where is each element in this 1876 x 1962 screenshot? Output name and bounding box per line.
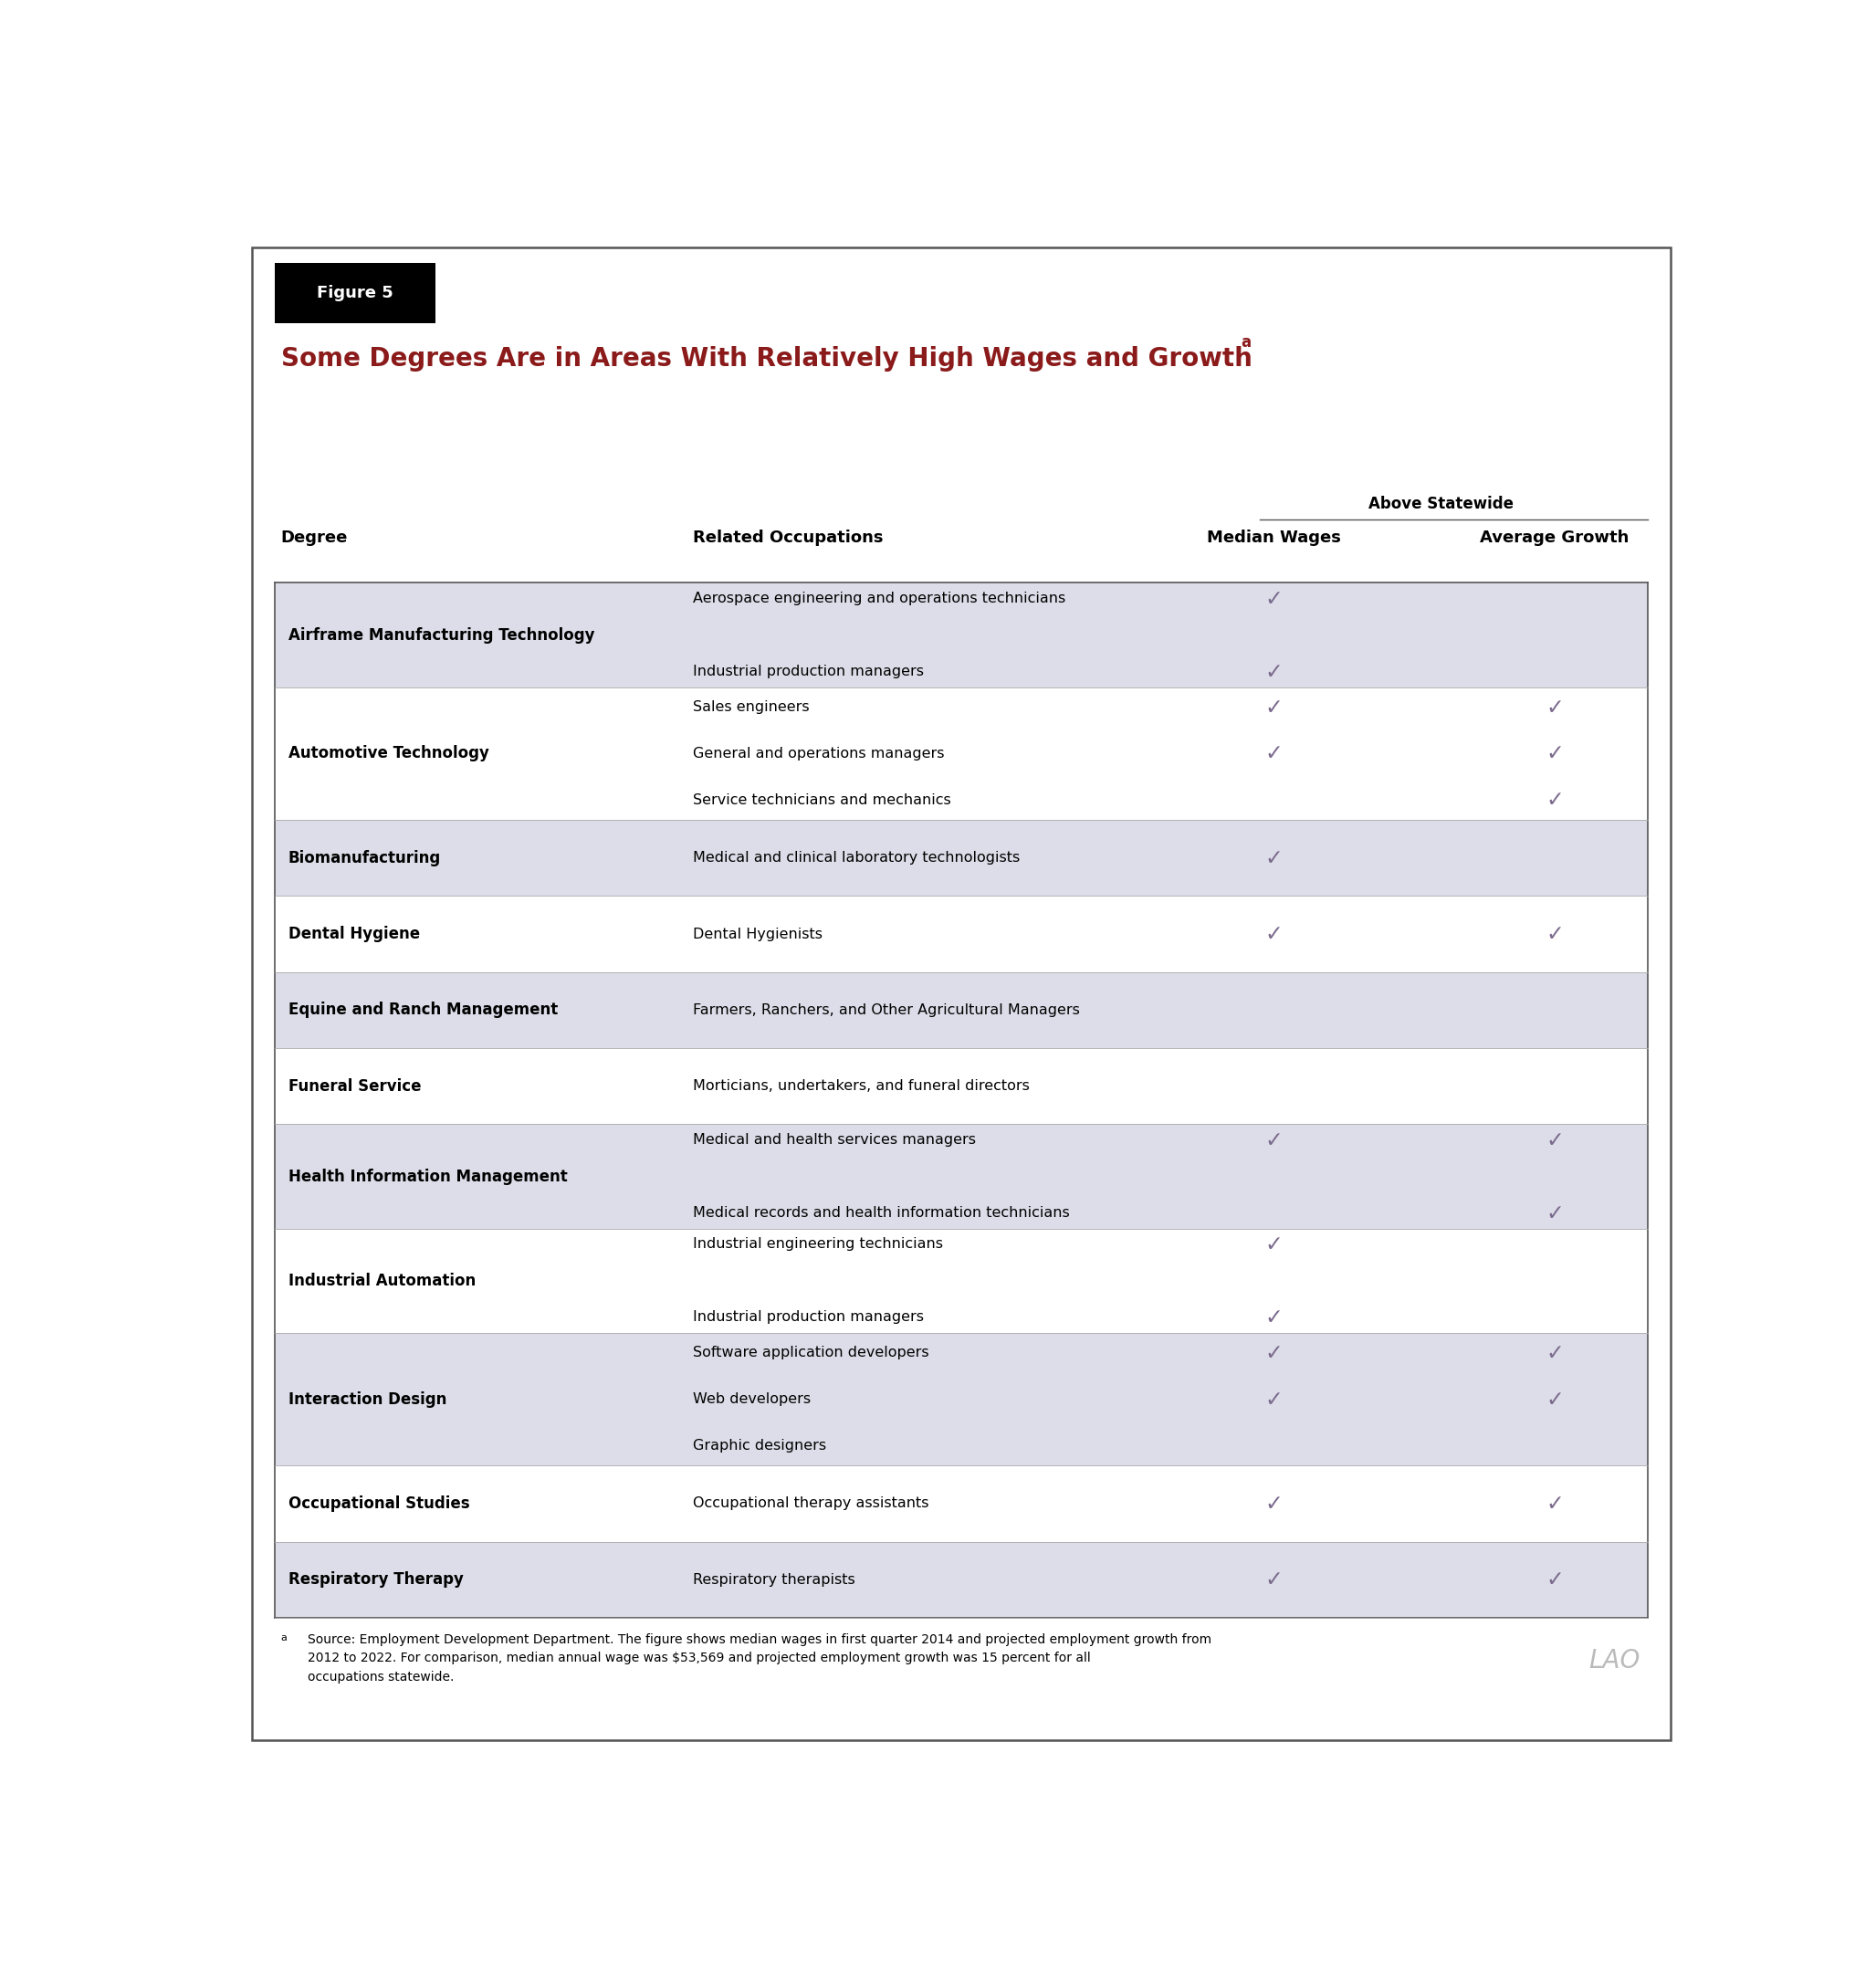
Text: ✓: ✓ — [1546, 789, 1565, 810]
Text: Farmers, Ranchers, and Other Agricultural Managers: Farmers, Ranchers, and Other Agricultura… — [692, 1003, 1079, 1016]
Text: a: a — [1240, 334, 1251, 351]
Text: Aerospace engineering and operations technicians: Aerospace engineering and operations tec… — [692, 593, 1066, 606]
Text: a: a — [281, 1632, 287, 1642]
FancyBboxPatch shape — [276, 971, 1647, 1048]
Text: ✓: ✓ — [1264, 697, 1283, 718]
Text: Funeral Service: Funeral Service — [289, 1077, 420, 1095]
Text: Industrial Automation: Industrial Automation — [289, 1273, 477, 1289]
Text: Figure 5: Figure 5 — [317, 284, 394, 300]
Text: Occupational therapy assistants: Occupational therapy assistants — [692, 1497, 929, 1511]
FancyBboxPatch shape — [276, 1124, 1647, 1228]
Text: Health Information Management: Health Information Management — [289, 1167, 567, 1185]
Text: ✓: ✓ — [1546, 697, 1565, 718]
Text: General and operations managers: General and operations managers — [692, 748, 944, 761]
Text: Morticians, undertakers, and funeral directors: Morticians, undertakers, and funeral dir… — [692, 1079, 1030, 1093]
Text: ✓: ✓ — [1264, 1342, 1283, 1364]
Text: Respiratory Therapy: Respiratory Therapy — [289, 1572, 463, 1587]
Text: Average Growth: Average Growth — [1480, 530, 1628, 545]
Text: Some Degrees Are in Areas With Relatively High Wages and Growth: Some Degrees Are in Areas With Relativel… — [281, 345, 1253, 371]
FancyBboxPatch shape — [276, 583, 1647, 687]
Text: Web developers: Web developers — [692, 1393, 810, 1407]
Text: ✓: ✓ — [1546, 922, 1565, 946]
Text: ✓: ✓ — [1546, 1128, 1565, 1152]
Text: Biomanufacturing: Biomanufacturing — [289, 850, 441, 865]
Text: Source: Employment Development Department. The figure shows median wages in firs: Source: Employment Development Departmen… — [308, 1632, 1212, 1683]
Text: Occupational Studies: Occupational Studies — [289, 1495, 469, 1513]
FancyBboxPatch shape — [276, 820, 1647, 897]
Text: Medical and clinical laboratory technologists: Medical and clinical laboratory technolo… — [692, 852, 1019, 865]
Text: ✓: ✓ — [1546, 1203, 1565, 1224]
Text: ✓: ✓ — [1264, 1128, 1283, 1152]
FancyBboxPatch shape — [276, 263, 435, 324]
Text: Median Wages: Median Wages — [1206, 530, 1341, 545]
Text: ✓: ✓ — [1264, 742, 1283, 765]
Text: Service technicians and mechanics: Service technicians and mechanics — [692, 793, 951, 806]
Text: ✓: ✓ — [1264, 1493, 1283, 1515]
Text: Graphic designers: Graphic designers — [692, 1438, 825, 1452]
Text: Automotive Technology: Automotive Technology — [289, 746, 490, 761]
Text: Above Statewide: Above Statewide — [1369, 496, 1514, 512]
Text: ✓: ✓ — [1546, 1493, 1565, 1515]
Text: Respiratory therapists: Respiratory therapists — [692, 1574, 855, 1587]
FancyBboxPatch shape — [276, 1542, 1647, 1619]
Text: ✓: ✓ — [1264, 1570, 1283, 1591]
Text: Industrial production managers: Industrial production managers — [692, 1311, 923, 1324]
Text: Interaction Design: Interaction Design — [289, 1391, 446, 1407]
Text: ✓: ✓ — [1546, 1389, 1565, 1411]
FancyBboxPatch shape — [276, 1332, 1647, 1466]
Text: Industrial production managers: Industrial production managers — [692, 665, 923, 679]
Text: Degree: Degree — [281, 530, 349, 545]
Text: ✓: ✓ — [1264, 922, 1283, 946]
Text: ✓: ✓ — [1264, 848, 1283, 869]
Text: LAO: LAO — [1589, 1648, 1640, 1674]
Text: ✓: ✓ — [1546, 1570, 1565, 1591]
Text: ✓: ✓ — [1264, 1389, 1283, 1411]
Text: ✓: ✓ — [1546, 1342, 1565, 1364]
Text: ✓: ✓ — [1264, 587, 1283, 610]
Text: Medical and health services managers: Medical and health services managers — [692, 1134, 976, 1146]
Text: Dental Hygiene: Dental Hygiene — [289, 926, 420, 942]
Text: Software application developers: Software application developers — [692, 1346, 929, 1360]
Text: ✓: ✓ — [1264, 1234, 1283, 1256]
Text: Equine and Ranch Management: Equine and Ranch Management — [289, 1003, 557, 1018]
Text: Industrial engineering technicians: Industrial engineering technicians — [692, 1238, 942, 1252]
Text: Sales engineers: Sales engineers — [692, 700, 809, 714]
Text: Medical records and health information technicians: Medical records and health information t… — [692, 1207, 1069, 1220]
Text: ✓: ✓ — [1264, 1307, 1283, 1328]
Text: ✓: ✓ — [1546, 742, 1565, 765]
Text: Dental Hygienists: Dental Hygienists — [692, 928, 822, 942]
Text: Airframe Manufacturing Technology: Airframe Manufacturing Technology — [289, 628, 595, 644]
Text: Related Occupations: Related Occupations — [692, 530, 884, 545]
Text: ✓: ✓ — [1264, 661, 1283, 683]
